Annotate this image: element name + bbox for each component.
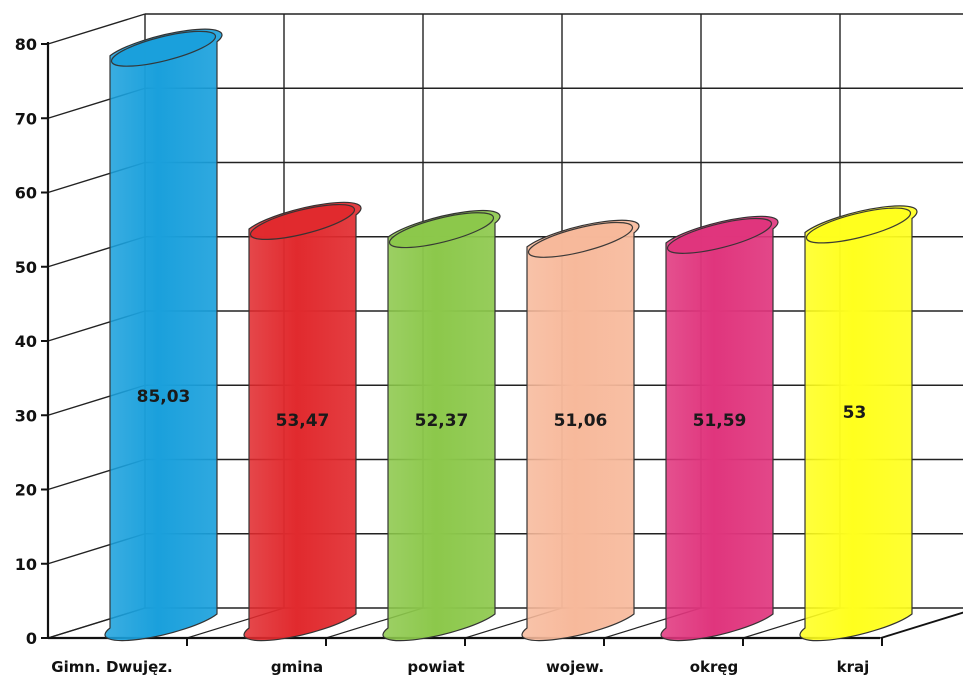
bar-3 [521,219,640,642]
bars [104,28,918,642]
x-tick-label: gmina [271,658,323,676]
gridline-side [47,13,146,45]
x-tick-label: kraj [837,658,870,676]
y-tick-label: 50 [15,258,37,277]
y-tick-label: 60 [15,184,37,203]
bar-4 [660,215,779,642]
bar-top-0 [110,30,217,67]
y-tick-label: 40 [15,332,37,351]
bar-top-5 [805,207,912,244]
data-label: 51,59 [693,411,747,431]
data-label: 53,47 [276,411,330,431]
data-label: 51,06 [554,411,608,431]
bar-top-2 [388,212,495,249]
bar-2 [382,209,501,642]
x-tick-label: Gimn. Dwujęz. [51,658,172,676]
axes [41,42,963,646]
bar-5 [799,205,918,642]
x-tick-label: okręg [690,658,739,676]
data-label: 52,37 [415,411,469,431]
y-tick-label: 70 [15,109,37,128]
data-label: 85,03 [137,387,191,407]
bar-1 [243,201,362,642]
y-tick-label: 20 [15,481,37,500]
x-tick-label: powiat [407,658,464,676]
floor-edge [879,611,963,639]
bar-0 [104,28,223,642]
y-tick-label: 80 [15,35,37,54]
labels: 0 10 20 30 40 50 60 70 80 Gimn. Dwujęz. gmina powia… [15,35,870,676]
y-tick-label: 0 [26,629,37,648]
bar-top-4 [666,217,773,254]
data-label: 53 [843,403,867,423]
bar-top-3 [527,221,634,258]
bar-top-1 [249,203,356,240]
y-tick-label: 10 [15,555,37,574]
y-tick-label: 30 [15,406,37,425]
x-tick-label: wojew. [546,658,604,676]
